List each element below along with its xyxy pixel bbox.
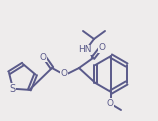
Text: S: S — [9, 84, 15, 94]
Text: HN: HN — [78, 45, 92, 54]
Text: O: O — [106, 98, 113, 107]
Text: O: O — [40, 53, 46, 61]
Text: O: O — [98, 44, 106, 53]
Text: O: O — [61, 68, 67, 77]
